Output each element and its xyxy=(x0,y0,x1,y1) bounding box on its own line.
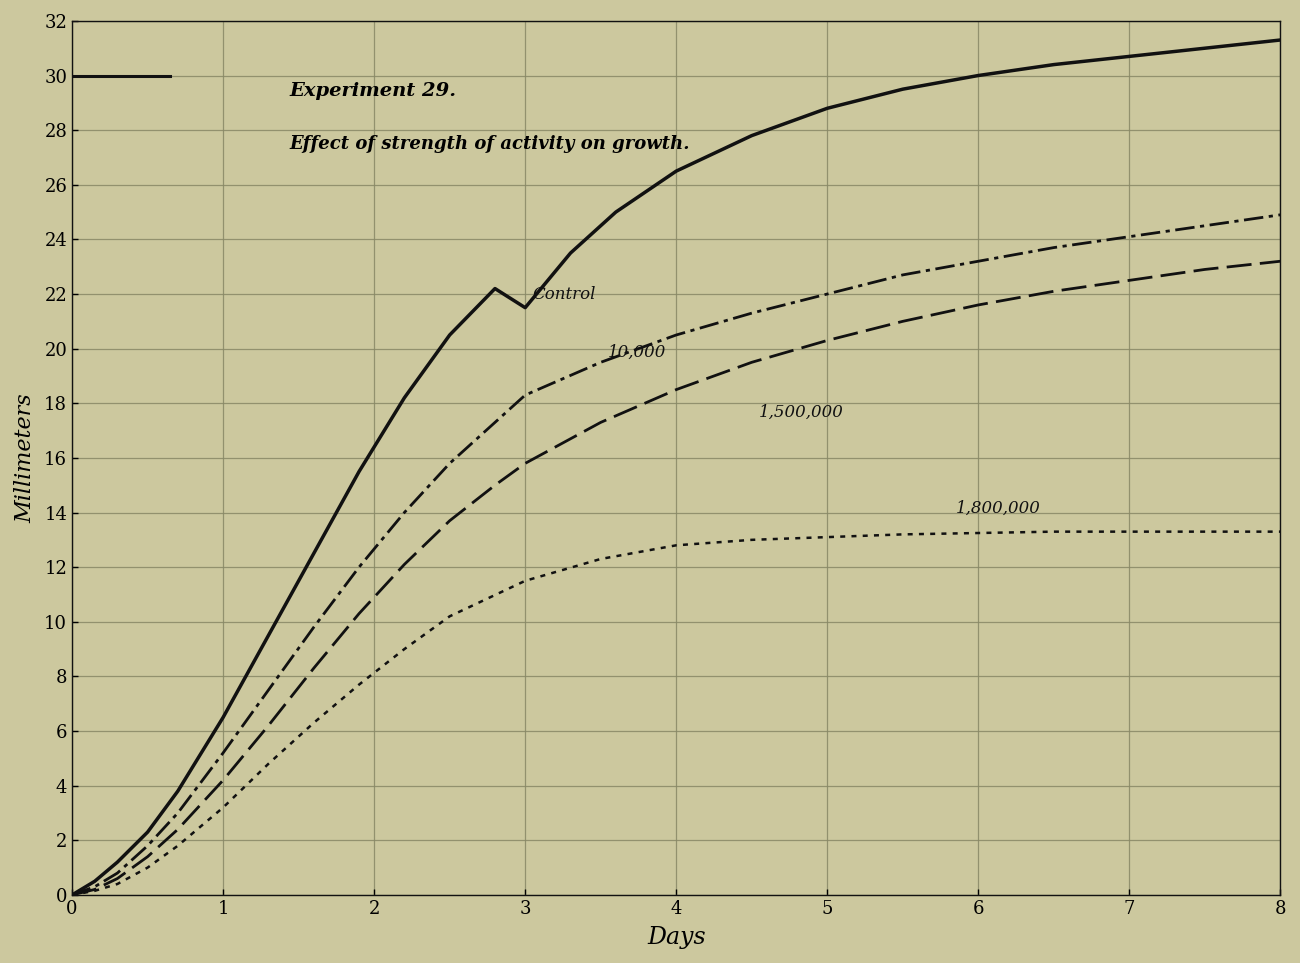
Text: 1,500,000: 1,500,000 xyxy=(759,403,844,421)
Text: 10,000: 10,000 xyxy=(608,344,667,361)
Text: Experiment 29.: Experiment 29. xyxy=(290,82,456,100)
Text: 1,800,000: 1,800,000 xyxy=(956,500,1040,516)
X-axis label: Days: Days xyxy=(647,926,706,950)
Text: Effect of strength of activity on growth.: Effect of strength of activity on growth… xyxy=(290,135,690,152)
Text: Control: Control xyxy=(533,286,597,303)
Y-axis label: Millimeters: Millimeters xyxy=(14,393,36,523)
